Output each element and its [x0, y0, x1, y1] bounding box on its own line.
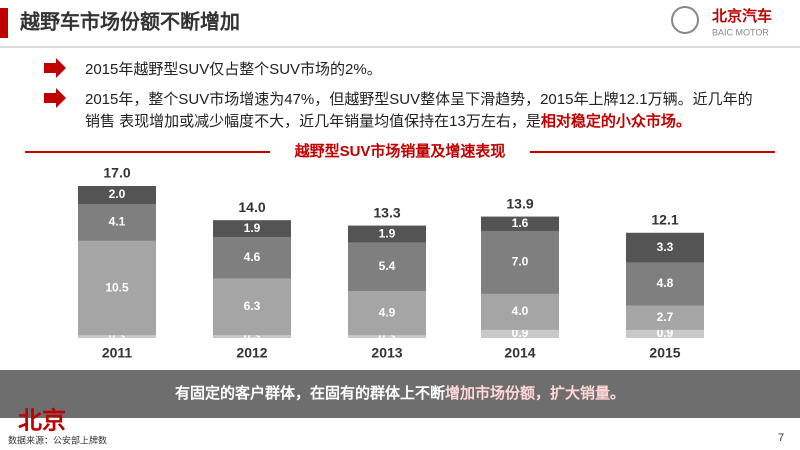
segment-label: 1.9: [379, 226, 396, 240]
banner: [0, 370, 800, 418]
total-label: 13.9: [506, 195, 533, 211]
bullet-text: 2015年，整个SUV市场增速为47%，但越野型SUV整体呈下滑趋势，2015年…: [85, 89, 765, 133]
bar-segment: [481, 230, 559, 294]
bar-segment: [348, 225, 426, 243]
bar-segment: [78, 186, 156, 204]
footer-source: 数据来源：公安部上牌数: [8, 434, 107, 445]
title-accent: [0, 8, 8, 38]
segment-label: 7.0: [512, 255, 529, 269]
segment-label: 2.0: [109, 187, 126, 201]
segment-label: 2.7: [657, 310, 674, 324]
banner-text: 有固定的客户群体，在固有的群体上不断增加市场份额，扩大销量。: [0, 370, 800, 418]
segment-label: 6.3: [244, 299, 261, 313]
segment-label: 5.4: [379, 259, 396, 273]
x-tick-label: 2015: [649, 345, 680, 361]
bullet-text: 2015年越野型SUV仅占整个SUV市场的2%。: [85, 61, 382, 78]
bar-segment: [213, 220, 291, 238]
segment-label: 3.3: [657, 240, 674, 254]
total-label: 14.0: [238, 199, 265, 215]
page-number: 7: [778, 432, 784, 444]
bar-segment: [78, 335, 156, 338]
bar-segment: [626, 329, 704, 338]
bar-segment: [626, 262, 704, 306]
bar-segment: [348, 242, 426, 292]
chart-title-bg: [270, 142, 530, 162]
segment-label: 4.8: [657, 276, 674, 290]
x-tick-label: 2014: [504, 345, 535, 361]
bar-segment: [78, 203, 156, 241]
total-label: 13.3: [373, 204, 400, 220]
banner-highlight: 增加市场份额，扩大销量。: [445, 385, 626, 402]
bullet-arrow: [44, 88, 66, 108]
bullet-text: 2015年，整个SUV市场增速为47%，但越野型SUV整体呈下滑趋势，2015年…: [85, 91, 753, 130]
total-label: 17.0: [103, 165, 130, 181]
segment-label: 1.6: [512, 216, 529, 230]
segment-label: 4.0: [512, 304, 529, 318]
bar-segment: [78, 240, 156, 336]
bullet-arrow: [44, 58, 66, 78]
segment-label: 1.9: [244, 221, 261, 235]
bar-segment: [213, 237, 291, 279]
bar-segment: [626, 305, 704, 330]
segment-label: 4.9: [379, 305, 396, 319]
segment-label: 4.6: [244, 250, 261, 264]
bullet-highlight: 相对稳定的小众市场。: [540, 113, 691, 130]
slide-title: 越野车市场份额不断增加: [19, 9, 240, 33]
bar-segment: [626, 232, 704, 263]
bar-segment: [348, 291, 426, 336]
x-tick-label: 2011: [102, 345, 133, 361]
bar-segment: [213, 278, 291, 336]
x-tick-label: 2012: [236, 345, 267, 361]
logo-text: 北京汽车: [712, 7, 772, 25]
logo-sub: BAIC MOTOR: [712, 27, 769, 37]
footer-brand: 北京: [18, 406, 66, 434]
total-label: 12.1: [651, 211, 678, 227]
bar-segment: [481, 216, 559, 231]
bar-segment: [348, 335, 426, 338]
bar-segment: [481, 293, 559, 330]
chart-title: 越野型SUV市场销量及增速表现: [294, 142, 506, 160]
segment-label: 10.5: [105, 280, 129, 294]
x-tick-label: 2013: [371, 345, 402, 361]
banner-text: 有固定的客户群体，在固有的群体上不断: [174, 385, 445, 402]
bar-segment: [481, 329, 559, 338]
logo-icon: [671, 6, 699, 34]
bar-segment: [213, 335, 291, 338]
segment-label: 4.1: [109, 215, 126, 229]
